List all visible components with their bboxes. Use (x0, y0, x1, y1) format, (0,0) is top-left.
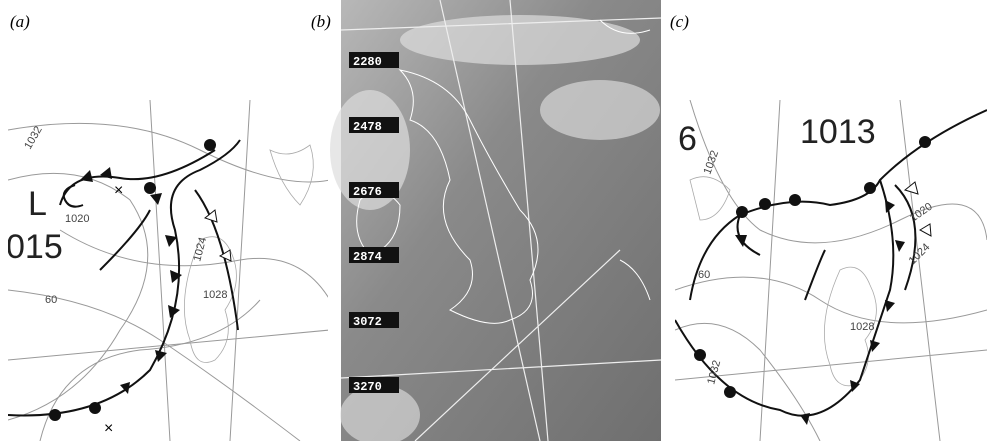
panel-label: (b) (311, 12, 331, 31)
pressure-label: 1013 (800, 113, 876, 151)
isobar-label: 60 (698, 269, 710, 281)
scan-label: 2280 (353, 55, 382, 69)
scan-label: 3072 (353, 315, 382, 329)
scan-label: 2478 (353, 120, 382, 134)
scan-label: 3270 (353, 380, 382, 394)
isobar-label: 60 (45, 294, 57, 306)
scan-label: 2676 (353, 185, 382, 199)
pressure-label: 6 (678, 120, 697, 158)
cross-mark: × (104, 420, 113, 437)
cross-mark: × (114, 182, 123, 199)
pressure-label: 015 (6, 228, 63, 266)
scan-label: 2874 (353, 250, 382, 264)
panel-c-map: 6 1013 1032 1020 1024 60 1028 1032 (675, 100, 987, 441)
low-label: L (28, 185, 47, 223)
panel-label: (c) (670, 12, 689, 31)
isobar-label: 1020 (65, 213, 89, 225)
isobar-label: 1028 (203, 289, 227, 301)
panel-a-map: 1032 L 1020 015 1024 1028 60 × × (6, 100, 330, 441)
satellite-image: 2280 2478 2676 2874 3072 3270 (330, 0, 661, 441)
figure: (a) (b) (c) 1032 L 1020 015 1024 1028 60… (0, 0, 987, 441)
panel-label: (a) (10, 12, 30, 31)
isobar-label: 1028 (850, 321, 874, 333)
